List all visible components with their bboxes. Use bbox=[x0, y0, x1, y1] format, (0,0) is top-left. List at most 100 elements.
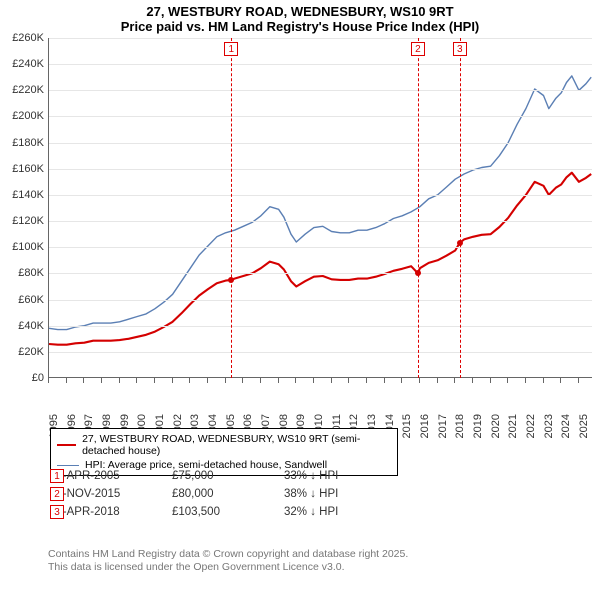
x-axis-label: 2025 bbox=[578, 414, 590, 438]
x-axis-label: 2019 bbox=[472, 414, 484, 438]
sale-date: 28-APR-2005 bbox=[50, 470, 172, 482]
x-tick bbox=[119, 378, 120, 383]
x-axis-label: 2020 bbox=[490, 414, 502, 438]
x-tick bbox=[154, 378, 155, 383]
footer-line-2: This data is licensed under the Open Gov… bbox=[48, 561, 408, 574]
x-axis-label: 2022 bbox=[525, 414, 537, 438]
sale-marker-box: 3 bbox=[453, 42, 467, 56]
y-axis-label: £160K bbox=[4, 163, 44, 175]
sale-price: £75,000 bbox=[172, 470, 284, 482]
x-tick bbox=[83, 378, 84, 383]
sale-row: 1 28-APR-2005 £75,000 33% ↓ HPI bbox=[50, 470, 404, 482]
sale-dot bbox=[457, 240, 463, 246]
sale-hpi-delta: 32% ↓ HPI bbox=[284, 506, 404, 518]
x-axis-label: 2018 bbox=[454, 414, 466, 438]
sale-marker-icon: 1 bbox=[50, 469, 64, 483]
x-tick bbox=[189, 378, 190, 383]
y-axis-label: £260K bbox=[4, 32, 44, 44]
x-tick bbox=[348, 378, 349, 383]
gridline bbox=[49, 169, 592, 170]
legend-swatch bbox=[57, 444, 76, 446]
gridline bbox=[49, 90, 592, 91]
sale-marker-box: 2 bbox=[411, 42, 425, 56]
gridline bbox=[49, 247, 592, 248]
legend: 27, WESTBURY ROAD, WEDNESBURY, WS10 9RT … bbox=[50, 428, 398, 476]
title-line-2: Price paid vs. HM Land Registry's House … bbox=[0, 19, 600, 34]
footer-attribution: Contains HM Land Registry data © Crown c… bbox=[48, 548, 408, 574]
x-tick bbox=[66, 378, 67, 383]
y-axis-label: £20K bbox=[4, 346, 44, 358]
x-tick bbox=[225, 378, 226, 383]
x-tick bbox=[490, 378, 491, 383]
x-axis-label: 2015 bbox=[401, 414, 413, 438]
gridline bbox=[49, 221, 592, 222]
y-axis-label: £40K bbox=[4, 320, 44, 332]
x-tick bbox=[437, 378, 438, 383]
footer-line-1: Contains HM Land Registry data © Crown c… bbox=[48, 548, 408, 561]
legend-label: 27, WESTBURY ROAD, WEDNESBURY, WS10 9RT … bbox=[82, 433, 391, 457]
title-line-1: 27, WESTBURY ROAD, WEDNESBURY, WS10 9RT bbox=[0, 4, 600, 19]
x-tick bbox=[242, 378, 243, 383]
sale-dot bbox=[415, 270, 421, 276]
y-axis-label: £220K bbox=[4, 84, 44, 96]
legend-swatch bbox=[57, 465, 79, 466]
y-axis-label: £140K bbox=[4, 189, 44, 201]
x-tick bbox=[384, 378, 385, 383]
x-tick bbox=[472, 378, 473, 383]
y-axis-label: £80K bbox=[4, 267, 44, 279]
sale-marker-icon: 3 bbox=[50, 505, 64, 519]
sale-dot bbox=[228, 277, 234, 283]
x-tick bbox=[419, 378, 420, 383]
y-axis-label: £200K bbox=[4, 110, 44, 122]
gridline bbox=[49, 195, 592, 196]
x-tick bbox=[366, 378, 367, 383]
gridline bbox=[49, 116, 592, 117]
x-tick bbox=[260, 378, 261, 383]
x-tick bbox=[507, 378, 508, 383]
x-tick bbox=[48, 378, 49, 383]
x-tick bbox=[401, 378, 402, 383]
x-tick bbox=[172, 378, 173, 383]
x-tick bbox=[136, 378, 137, 383]
chart-title-block: 27, WESTBURY ROAD, WEDNESBURY, WS10 9RT … bbox=[0, 0, 600, 34]
gridline bbox=[49, 143, 592, 144]
sale-marker-box: 1 bbox=[224, 42, 238, 56]
x-tick bbox=[560, 378, 561, 383]
x-axis-label: 2021 bbox=[507, 414, 519, 438]
x-tick bbox=[543, 378, 544, 383]
gridline bbox=[49, 352, 592, 353]
x-tick bbox=[278, 378, 279, 383]
chart: 1 2 3 £0 £20K £40K £60K £80K £100K £120K £140K £16… bbox=[0, 38, 600, 418]
x-axis-label: 2016 bbox=[419, 414, 431, 438]
sale-marker-icon: 2 bbox=[50, 487, 64, 501]
gridline bbox=[49, 273, 592, 274]
sale-price: £80,000 bbox=[172, 488, 284, 500]
y-axis-label: £120K bbox=[4, 215, 44, 227]
plot-area: 1 2 3 bbox=[48, 38, 592, 378]
x-tick bbox=[331, 378, 332, 383]
x-tick bbox=[101, 378, 102, 383]
x-axis-label: 2023 bbox=[543, 414, 555, 438]
y-axis-label: £60K bbox=[4, 294, 44, 306]
series-hpi bbox=[49, 76, 591, 330]
sale-hpi-delta: 38% ↓ HPI bbox=[284, 488, 404, 500]
x-tick bbox=[454, 378, 455, 383]
sale-row: 3 04-APR-2018 £103,500 32% ↓ HPI bbox=[50, 506, 404, 518]
y-axis-label: £0 bbox=[4, 372, 44, 384]
legend-item: 27, WESTBURY ROAD, WEDNESBURY, WS10 9RT … bbox=[57, 432, 391, 458]
x-tick bbox=[578, 378, 579, 383]
sale-hpi-delta: 33% ↓ HPI bbox=[284, 470, 404, 482]
gridline bbox=[49, 326, 592, 327]
y-axis-label: £100K bbox=[4, 241, 44, 253]
sale-date: 04-APR-2018 bbox=[50, 506, 172, 518]
x-axis-label: 2024 bbox=[560, 414, 572, 438]
sale-date: 20-NOV-2015 bbox=[50, 488, 172, 500]
y-axis-label: £240K bbox=[4, 58, 44, 70]
y-axis-label: £180K bbox=[4, 137, 44, 149]
sale-row: 2 20-NOV-2015 £80,000 38% ↓ HPI bbox=[50, 488, 404, 500]
gridline bbox=[49, 38, 592, 39]
gridline bbox=[49, 64, 592, 65]
sale-marker-line bbox=[231, 38, 232, 378]
x-tick bbox=[295, 378, 296, 383]
sales-table: 1 28-APR-2005 £75,000 33% ↓ HPI 2 20-NOV… bbox=[50, 470, 404, 524]
